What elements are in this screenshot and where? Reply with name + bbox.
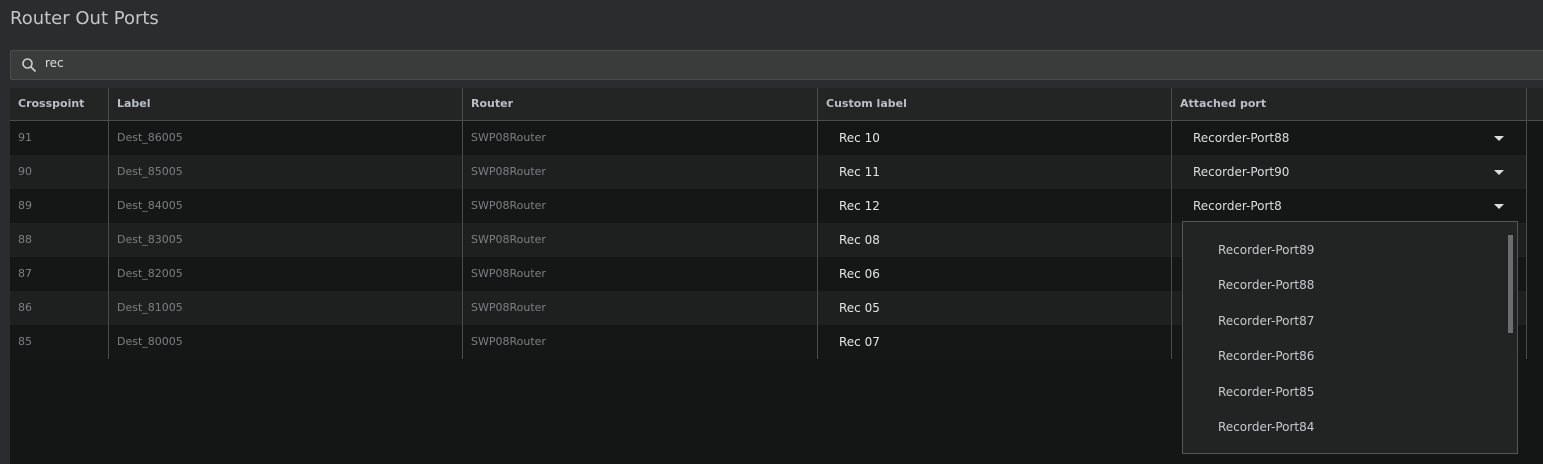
custom-label-value: Rec 12 [839, 199, 880, 213]
column-header-attached-port[interactable]: Attached port [1172, 88, 1527, 120]
attached-port-cell[interactable] [1172, 291, 1527, 325]
crosspoint-cell: 88 [10, 223, 109, 257]
label-cell: Dest_82005 [109, 257, 463, 291]
crosspoint-cell: 91 [10, 121, 109, 155]
router-cell: SWP08Router [463, 223, 818, 257]
attached-port-cell[interactable]: Recorder-Port90 [1172, 155, 1527, 189]
dropdown-option[interactable]: Recorder-Port88 [1218, 278, 1315, 293]
column-header-label[interactable]: Label [109, 88, 463, 120]
crosspoint-value: 85 [18, 335, 32, 348]
attached-port-cell[interactable]: Recorder-Port8 [1172, 189, 1527, 223]
custom-label-cell[interactable]: Rec 12 [818, 189, 1172, 223]
router-value: SWP08Router [471, 165, 546, 178]
router-value: SWP08Router [471, 233, 546, 246]
router-cell: SWP08Router [463, 291, 818, 325]
attached-port-dropdown-menu: Recorder-Port89 Recorder-Port88 Recorder-P… [1182, 221, 1518, 454]
custom-label-value: Rec 06 [839, 267, 880, 281]
custom-label-value: Rec 10 [839, 131, 880, 145]
attached-port-cell[interactable] [1172, 257, 1527, 291]
table-row[interactable]: 90 Dest_85005 SWP08Router Rec 11 Recorder-Po… [10, 155, 1527, 189]
router-value: SWP08Router [471, 199, 546, 212]
dropdown-option[interactable]: Recorder-Port84 [1218, 420, 1315, 434]
custom-label-value: Rec 08 [839, 233, 880, 247]
label-cell: Dest_85005 [109, 155, 463, 189]
custom-label-cell[interactable]: Rec 07 [818, 325, 1172, 359]
router-cell: SWP08Router [463, 155, 818, 189]
label-cell: Dest_86005 [109, 121, 463, 155]
table-header: Crosspoint Label Router Custom label Attache… [10, 88, 1543, 121]
label-value: Dest_81005 [117, 301, 183, 314]
search-icon [22, 58, 37, 73]
attached-port-value: Recorder-Port8 [1193, 199, 1282, 213]
crosspoint-value: 86 [18, 301, 32, 314]
crosspoint-cell: 86 [10, 291, 109, 325]
label-cell: Dest_81005 [109, 291, 463, 325]
attached-port-value: Recorder-Port88 [1193, 131, 1290, 145]
attached-port-cell[interactable]: Recorder-Port88 [1172, 121, 1527, 155]
custom-label-cell[interactable]: Rec 11 [818, 155, 1172, 189]
custom-label-cell[interactable]: Rec 10 [818, 121, 1172, 155]
crosspoint-cell: 89 [10, 189, 109, 223]
table-row[interactable]: 89 Dest_84005 SWP08Router Rec 12 Recorder-Po… [10, 189, 1527, 223]
attached-port-cell[interactable] [1172, 325, 1527, 359]
chevron-down-icon[interactable] [1494, 204, 1504, 209]
crosspoint-value: 88 [18, 233, 32, 246]
custom-label-cell[interactable]: Rec 05 [818, 291, 1172, 325]
router-cell: SWP08Router [463, 257, 818, 291]
search-input[interactable] [43, 55, 447, 71]
router-value: SWP08Router [471, 131, 546, 144]
router-cell: SWP08Router [463, 121, 818, 155]
crosspoint-value: 91 [18, 131, 32, 144]
search-box[interactable] [10, 50, 1543, 80]
label-value: Dest_84005 [117, 199, 183, 212]
custom-label-value: Rec 11 [839, 165, 880, 179]
custom-label-value: Rec 07 [839, 335, 880, 349]
table-row[interactable]: 91 Dest_86005 SWP08Router Rec 10 Recorder-Po… [10, 121, 1527, 155]
column-header-router[interactable]: Router [463, 88, 818, 120]
column-header-crosspoint[interactable]: Crosspoint [10, 88, 109, 120]
router-value: SWP08Router [471, 335, 546, 348]
crosspoint-cell: 85 [10, 325, 109, 359]
label-value: Dest_86005 [117, 131, 183, 144]
crosspoint-cell: 90 [10, 155, 109, 189]
crosspoint-value: 89 [18, 199, 32, 212]
attached-port-cell[interactable] [1172, 223, 1527, 257]
crosspoint-value: 87 [18, 267, 32, 280]
chevron-down-icon[interactable] [1494, 136, 1504, 141]
dropdown-scrollbar[interactable] [1508, 235, 1513, 333]
label-value: Dest_82005 [117, 267, 183, 280]
crosspoint-value: 90 [18, 165, 32, 178]
attached-port-value: Recorder-Port90 [1193, 165, 1290, 179]
router-cell: SWP08Router [463, 189, 818, 223]
label-cell: Dest_83005 [109, 223, 463, 257]
router-value: SWP08Router [471, 301, 546, 314]
label-value: Dest_85005 [117, 165, 183, 178]
column-header-custom-label[interactable]: Custom label [818, 88, 1172, 120]
dropdown-option[interactable]: Recorder-Port89 [1218, 243, 1315, 257]
chevron-down-icon[interactable] [1494, 170, 1504, 175]
custom-label-cell[interactable]: Rec 06 [818, 257, 1172, 291]
dropdown-option[interactable]: Recorder-Port86 [1218, 349, 1315, 364]
page-title: Router Out Ports [10, 8, 159, 29]
label-cell: Dest_84005 [109, 189, 463, 223]
label-cell: Dest_80005 [109, 325, 463, 359]
label-value: Dest_80005 [117, 335, 183, 348]
label-value: Dest_83005 [117, 233, 183, 246]
crosspoint-cell: 87 [10, 257, 109, 291]
custom-label-cell[interactable]: Rec 08 [818, 223, 1172, 257]
dropdown-option[interactable]: Recorder-Port87 [1218, 313, 1315, 328]
dropdown-option[interactable]: Recorder-Port85 [1218, 384, 1315, 399]
custom-label-value: Rec 05 [839, 301, 880, 315]
router-value: SWP08Router [471, 267, 546, 280]
router-cell: SWP08Router [463, 325, 818, 359]
